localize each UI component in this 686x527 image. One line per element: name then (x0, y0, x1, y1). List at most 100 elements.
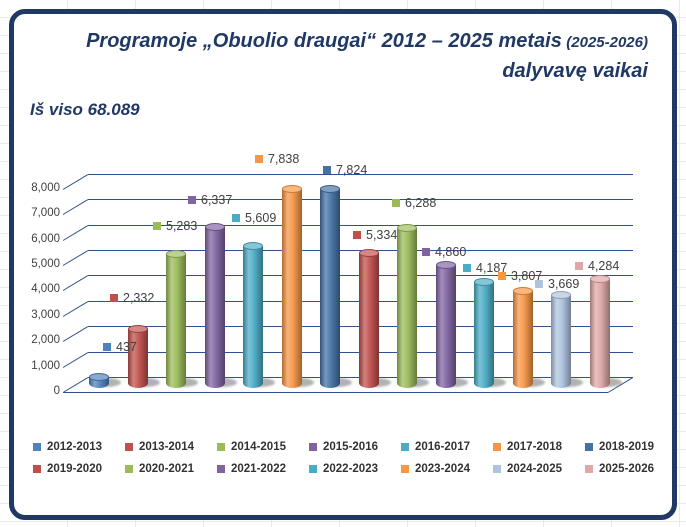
bar-2014-2015[interactable] (166, 254, 186, 388)
legend-marker (401, 443, 409, 451)
bar-2021-2022[interactable] (435, 265, 456, 388)
gridline (88, 173, 633, 175)
data-label-marker (463, 264, 471, 272)
data-label-2023-2024: 3,807 (498, 268, 542, 284)
legend-item-2019-2020[interactable]: 2019-2020 (33, 462, 102, 476)
bar-2025-2026[interactable] (589, 279, 610, 388)
data-label-value: 3,807 (511, 269, 543, 283)
bar-top-cap (281, 185, 302, 193)
y-axis-tick-label: 3,000 (31, 308, 60, 321)
data-label-marker (535, 280, 543, 288)
legend-marker (309, 443, 317, 451)
bar-top-cap (89, 373, 109, 381)
legend-item-2024-2025[interactable]: 2024-2025 (493, 462, 562, 476)
chart-title-years-small: (2025-2026) (566, 34, 648, 51)
data-label-marker (353, 231, 361, 239)
bar-2013-2014[interactable] (127, 329, 148, 388)
data-label-2012-2013: 437 (103, 339, 137, 355)
legend-label: 2024-2025 (507, 463, 562, 475)
floor-front-edge (63, 392, 608, 393)
bar-2017-2018[interactable] (281, 189, 302, 388)
bar-top-cap (551, 291, 571, 299)
legend-label: 2025-2026 (599, 463, 654, 475)
data-label-value: 4,187 (476, 261, 508, 275)
data-label-2025-2026: 4,284 (575, 258, 619, 274)
bar-top-cap (204, 223, 225, 231)
gridline (88, 199, 633, 201)
legend-label: 2017-2018 (507, 441, 562, 453)
data-label-marker (103, 343, 111, 351)
legend-item-2020-2021[interactable]: 2020-2021 (125, 462, 194, 476)
legend-marker (309, 465, 317, 473)
data-label-2024-2025: 3,669 (535, 276, 579, 292)
legend-label: 2022-2023 (323, 463, 378, 475)
legend-label: 2021-2022 (231, 463, 286, 475)
data-label-marker (323, 166, 331, 174)
data-label-marker (255, 155, 263, 163)
legend-item-2025-2026[interactable]: 2025-2026 (585, 462, 654, 476)
data-label-value: 6,288 (405, 196, 437, 210)
bar-top-cap (243, 242, 263, 250)
bar-top-cap (512, 287, 533, 295)
y-axis-tick-label: 2,000 (31, 334, 60, 347)
chart-title-line2: dalyvavę vaikai (502, 60, 648, 82)
bar-2012-2013[interactable] (89, 377, 109, 388)
legend-marker (125, 443, 133, 451)
bar-2023-2024[interactable] (512, 291, 533, 388)
legend-item-2018-2019[interactable]: 2018-2019 (585, 440, 654, 454)
bar-2020-2021[interactable] (397, 228, 417, 388)
legend-item-2012-2013[interactable]: 2012-2013 (33, 440, 102, 454)
data-label-marker (153, 222, 161, 230)
legend-marker (493, 465, 501, 473)
legend-item-2014-2015[interactable]: 2014-2015 (217, 440, 286, 454)
y-axis-tick-label: 7,000 (31, 207, 60, 220)
bar-top-cap (589, 275, 610, 283)
bar-2015-2016[interactable] (204, 227, 225, 388)
legend-item-2016-2017[interactable]: 2016-2017 (401, 440, 470, 454)
data-label-marker (232, 214, 240, 222)
bar-top-cap (127, 325, 148, 333)
data-label-marker (422, 248, 430, 256)
bar-top-cap (397, 224, 417, 232)
legend-item-2013-2014[interactable]: 2013-2014 (125, 440, 194, 454)
legend-marker (585, 465, 593, 473)
data-label-marker (188, 196, 196, 204)
legend-label: 2013-2014 (139, 441, 194, 453)
data-label-2018-2019: 7,824 (323, 162, 367, 178)
data-label-value: 6,337 (201, 193, 233, 207)
legend-marker (33, 443, 41, 451)
bar-2024-2025[interactable] (551, 295, 571, 388)
legend-item-2017-2018[interactable]: 2017-2018 (493, 440, 562, 454)
y-axis-tick-label: 0 (53, 385, 60, 397)
legend-marker (33, 465, 41, 473)
bar-2022-2023[interactable] (474, 282, 494, 388)
y-axis-tick-label: 1,000 (31, 359, 60, 372)
legend-item-2023-2024[interactable]: 2023-2024 (401, 462, 470, 476)
bar-2018-2019[interactable] (320, 189, 340, 388)
bar-2019-2020[interactable] (358, 253, 379, 388)
legend-item-2022-2023[interactable]: 2022-2023 (309, 462, 378, 476)
legend-label: 2015-2016 (323, 441, 378, 453)
bar-top-cap (474, 278, 494, 286)
data-label-value: 5,334 (366, 228, 398, 242)
chart-title-main: Programoje „Obuolio draugai“ 2012 – 2025… (86, 30, 562, 52)
legend-marker (217, 443, 225, 451)
legend-item-2015-2016[interactable]: 2015-2016 (309, 440, 378, 454)
y-axis-tick-label: 8,000 (31, 181, 60, 194)
y-axis-tick-label: 4,000 (31, 283, 60, 296)
data-label-marker (575, 262, 583, 270)
data-label-2019-2020: 5,334 (353, 227, 397, 243)
data-label-value: 7,824 (336, 163, 368, 177)
bar-top-cap (358, 249, 379, 257)
legend-label: 2016-2017 (415, 441, 470, 453)
data-label-marker (498, 272, 506, 280)
bar-2016-2017[interactable] (243, 246, 263, 388)
y-axis-tick-label: 6,000 (31, 232, 60, 245)
legend-item-2021-2022[interactable]: 2021-2022 (217, 462, 286, 476)
legend-label: 2018-2019 (599, 441, 654, 453)
data-label-2013-2014: 2,332 (110, 290, 154, 306)
bar-top-cap (320, 185, 340, 193)
data-label-value: 2,332 (123, 291, 155, 305)
